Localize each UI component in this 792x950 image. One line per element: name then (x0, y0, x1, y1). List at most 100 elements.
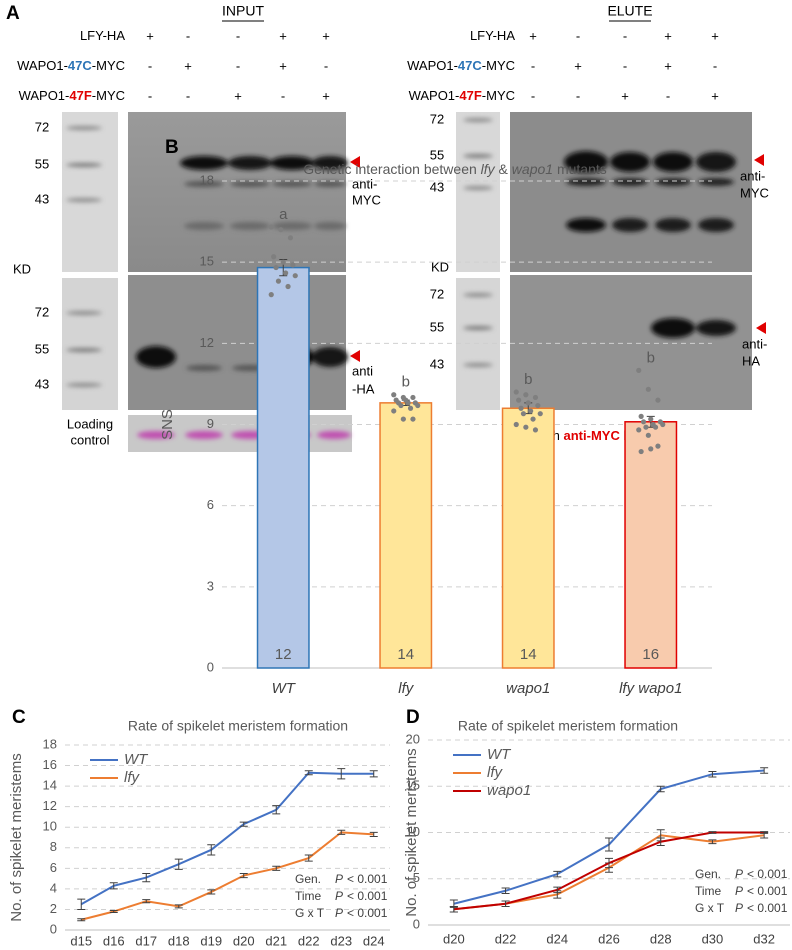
sign: + (146, 28, 154, 43)
condition-label-part: -MYC (482, 58, 515, 73)
significance-letter: b (524, 371, 532, 388)
y-tick-label: 18 (43, 736, 57, 751)
data-point (530, 416, 536, 422)
sign: - (324, 58, 328, 73)
data-point (523, 392, 529, 398)
data-point (405, 400, 411, 406)
bar (379, 402, 433, 669)
data-point (652, 424, 659, 430)
x-tick-label: d19 (200, 933, 222, 948)
stat-p: P (335, 889, 343, 903)
data-point (655, 443, 661, 449)
data-point (275, 278, 282, 284)
marker-label: 72 (35, 304, 49, 319)
sign: - (236, 58, 240, 73)
error-bar (207, 844, 216, 856)
stat-value: P < 0.001 (735, 901, 788, 915)
blot (128, 275, 346, 410)
x-tick-label: d28 (650, 931, 672, 946)
error-bar (239, 872, 248, 879)
y-tick-label: 9 (207, 416, 214, 431)
blot (510, 275, 752, 410)
marker-label: 72 (430, 286, 444, 301)
blot (128, 112, 346, 272)
y-tick-label: 0 (413, 916, 420, 931)
marker-label: 43 (430, 356, 444, 371)
data-point (273, 264, 279, 271)
data-point (528, 408, 534, 414)
error-bar (239, 821, 248, 827)
stat-label: Time (295, 889, 322, 903)
y-tick-label: 0 (207, 659, 214, 674)
y-tick-label: 5 (413, 870, 420, 885)
chart: B Genetic interaction between lfy & wapo1… (159, 137, 712, 697)
chart-title-part: wapo1 (512, 161, 553, 177)
x-tick-label: wapo1 (506, 680, 550, 697)
x-tick-label: d20 (443, 931, 465, 946)
bar (624, 421, 678, 669)
condition-label-part: WAPO1- (409, 88, 460, 103)
condition-label-part: 47F (459, 88, 481, 103)
chart: C Rate of spikelet meristem formation No. … (8, 707, 390, 948)
condition-label-part: 47C (458, 58, 482, 73)
data-point (400, 416, 406, 422)
legend-label: WT (124, 751, 149, 768)
data-point (660, 421, 666, 428)
n-label: 16 (642, 646, 659, 663)
error-bar (369, 831, 378, 837)
marker-lane (62, 278, 118, 410)
data-point (280, 259, 286, 265)
error-bar (174, 904, 183, 909)
error-bar (760, 767, 769, 774)
data-point (268, 292, 274, 298)
significance-letter: a (279, 206, 288, 223)
data-point (398, 402, 404, 409)
data-point (638, 413, 644, 419)
unit-label: KD (13, 261, 31, 276)
marker-label: 55 (35, 341, 49, 356)
stat-label: Time (695, 884, 722, 898)
error-bar (369, 770, 378, 778)
significance-letter: b (402, 374, 410, 391)
y-tick-label: 15 (200, 254, 214, 269)
condition-label-part: LFY-HA (80, 28, 125, 43)
data-point (636, 367, 642, 373)
data-point (513, 389, 519, 395)
x-tick-label: WT (272, 680, 297, 697)
stat-value: P < 0.001 (335, 889, 388, 903)
sign: - (531, 58, 535, 73)
panel-label: B (165, 137, 179, 158)
sign: + (322, 28, 330, 43)
antibody-label: anti- (742, 336, 767, 351)
antibody-label: anti (352, 363, 373, 378)
error-bar (708, 831, 717, 834)
data-point (537, 411, 543, 417)
data-point (518, 405, 524, 411)
condition-label: LFY-HA (80, 28, 125, 43)
y-tick-label: 10 (406, 824, 420, 839)
sign: - (281, 88, 285, 103)
marker-label: 43 (35, 191, 49, 206)
data-point (645, 432, 651, 438)
error-bar (656, 837, 665, 846)
stat-p: P (335, 872, 343, 886)
marker-label: 72 (35, 119, 49, 134)
y-tick-label: 6 (207, 497, 214, 512)
stat-p: P (735, 901, 743, 915)
sign: + (322, 88, 330, 103)
data-point (278, 227, 284, 233)
significance-letter: b (647, 349, 655, 366)
sign: - (623, 28, 627, 43)
y-tick-label: 6 (50, 860, 57, 875)
error-bar (337, 829, 346, 835)
data-point (287, 235, 294, 241)
x-tick-label: d23 (330, 933, 352, 948)
sign: - (148, 58, 152, 73)
data-point (648, 446, 654, 452)
stat-text: < 0.001 (347, 906, 388, 920)
error-bar (142, 899, 151, 904)
y-tick-label: 15 (406, 778, 420, 793)
sign: + (711, 88, 719, 103)
sign: - (531, 88, 535, 103)
